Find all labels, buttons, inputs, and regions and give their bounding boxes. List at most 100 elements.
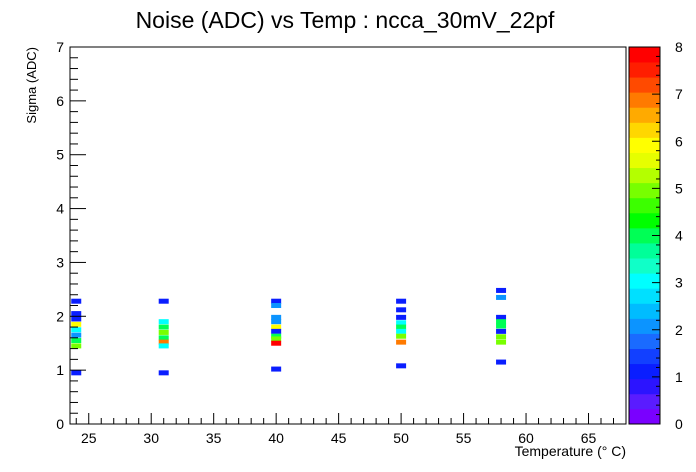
heatmap-bins: [71, 287, 507, 376]
heatmap-bin: [271, 328, 282, 334]
colorbar-swatch: [629, 62, 660, 78]
heatmap-bin: [158, 335, 169, 341]
heatmap-bin: [271, 319, 282, 325]
heatmap-bin: [71, 343, 82, 349]
y-tick-label: 0: [56, 416, 64, 432]
heatmap-bin: [71, 332, 82, 338]
x-tick-label: 50: [393, 430, 409, 446]
heatmap-bin: [158, 370, 169, 376]
heatmap-bin: [396, 328, 407, 334]
x-axis: 25 30 35 40 45 50 55 60 65: [75, 413, 627, 446]
heatmap-bin: [158, 324, 169, 330]
x-tick-label: 55: [456, 430, 472, 446]
plot-frame: [69, 46, 627, 425]
heatmap-bin: [496, 339, 507, 345]
colorbar-swatch: [629, 122, 660, 138]
heatmap-bin: [496, 287, 507, 293]
heatmap-bin: [158, 343, 169, 349]
x-tick-label: 45: [331, 430, 347, 446]
heatmap-bin: [496, 314, 507, 320]
x-axis-label: Temperature (° C): [515, 443, 626, 459]
heatmap-bin: [396, 339, 407, 345]
colorbar-swatch: [629, 348, 660, 365]
y-tick-label: 7: [56, 39, 64, 55]
y-axis: 0 1 2 3 4 5 6 7: [56, 39, 86, 432]
colorbar-swatch: [629, 107, 660, 123]
y-tick-label: 2: [56, 308, 64, 324]
heatmap-bin: [271, 340, 282, 346]
x-tick-label: 40: [268, 430, 284, 446]
colorbar-swatch: [629, 318, 660, 334]
heatmap-bin: [71, 321, 82, 327]
y-tick-label: 4: [56, 201, 64, 217]
y-tick-label: 5: [56, 147, 64, 163]
y-tick-label: 1: [56, 362, 64, 378]
colorbar-swatch: [629, 363, 660, 380]
colorbar-swatch: [629, 408, 660, 425]
heatmap-bin: [396, 363, 407, 369]
heatmap-bin: [496, 294, 507, 300]
colorbar-swatch: [629, 227, 660, 244]
heatmap-bin: [396, 298, 407, 304]
heatmap-bin: [496, 319, 507, 325]
colorbar-swatch: [629, 77, 660, 93]
heatmap-bin: [71, 327, 82, 333]
heatmap-bin: [396, 324, 407, 330]
colorbar: 0 1 2 3 4 5 6 7 8: [628, 39, 683, 432]
colorbar-tick-label: 8: [675, 39, 683, 55]
heatmap-bin: [71, 316, 82, 322]
heatmap-bin: [496, 359, 507, 365]
colorbar-swatch: [629, 333, 660, 349]
heatmap-bin: [271, 336, 282, 342]
colorbar-swatch: [629, 47, 660, 63]
colorbar-swatch: [629, 167, 660, 184]
colorbar-tick-label: 0: [675, 416, 683, 432]
heatmap-bin: [271, 298, 282, 304]
y-axis-label: Sigma (ADC): [24, 47, 39, 124]
heatmap-bin: [396, 307, 407, 313]
heatmap-bin: [158, 329, 169, 335]
colorbar-swatch: [629, 303, 660, 319]
colorbar-swatch: [629, 378, 660, 395]
heatmap-bin: [271, 324, 282, 330]
heatmap-bin: [158, 298, 169, 304]
heatmap-bin: [271, 333, 282, 339]
heatmap-bin: [71, 298, 82, 304]
heatmap-bin: [158, 339, 169, 345]
colorbar-swatch: [629, 197, 660, 214]
heatmap-bin: [396, 314, 407, 320]
x-tick-label: 65: [581, 430, 597, 446]
colorbar-swatch: [629, 273, 660, 289]
colorbar-swatch: [629, 243, 660, 259]
colorbar-swatch: [629, 92, 660, 108]
colorbar-tick-label: 6: [675, 133, 683, 149]
colorbar-swatch: [629, 137, 660, 153]
colorbar-swatch: [629, 152, 660, 169]
colorbar-tick-label: 7: [675, 86, 683, 102]
x-tick-label: 30: [143, 430, 159, 446]
colorbar-tick-label: 3: [675, 275, 683, 291]
x-tick-label: 25: [81, 430, 97, 446]
heatmap-bin: [271, 366, 282, 372]
colorbar-tick-label: 2: [675, 322, 683, 338]
heatmap-bin: [271, 303, 282, 309]
heatmap-bin: [71, 311, 82, 317]
heatmap-bin: [71, 370, 82, 376]
chart-title: Noise (ADC) vs Temp : ncca_30mV_22pf: [136, 7, 555, 33]
heatmap-bin: [496, 328, 507, 334]
colorbar-tick-label: 1: [675, 369, 683, 385]
heatmap-bin: [496, 323, 507, 329]
heatmap-bin: [271, 314, 282, 320]
heatmap-bin: [396, 320, 407, 326]
colorbar-swatch: [629, 393, 660, 410]
heatmap-bin: [71, 338, 82, 344]
x-tick-label: 60: [518, 430, 534, 446]
heatmap-bin: [158, 319, 169, 325]
y-tick-label: 3: [56, 254, 64, 270]
colorbar-swatch: [629, 288, 660, 304]
colorbar-swatch: [629, 258, 660, 274]
colorbar-swatch: [629, 212, 660, 229]
colorbar-swatch: [629, 182, 660, 199]
colorbar-tick-label: 5: [675, 180, 683, 196]
